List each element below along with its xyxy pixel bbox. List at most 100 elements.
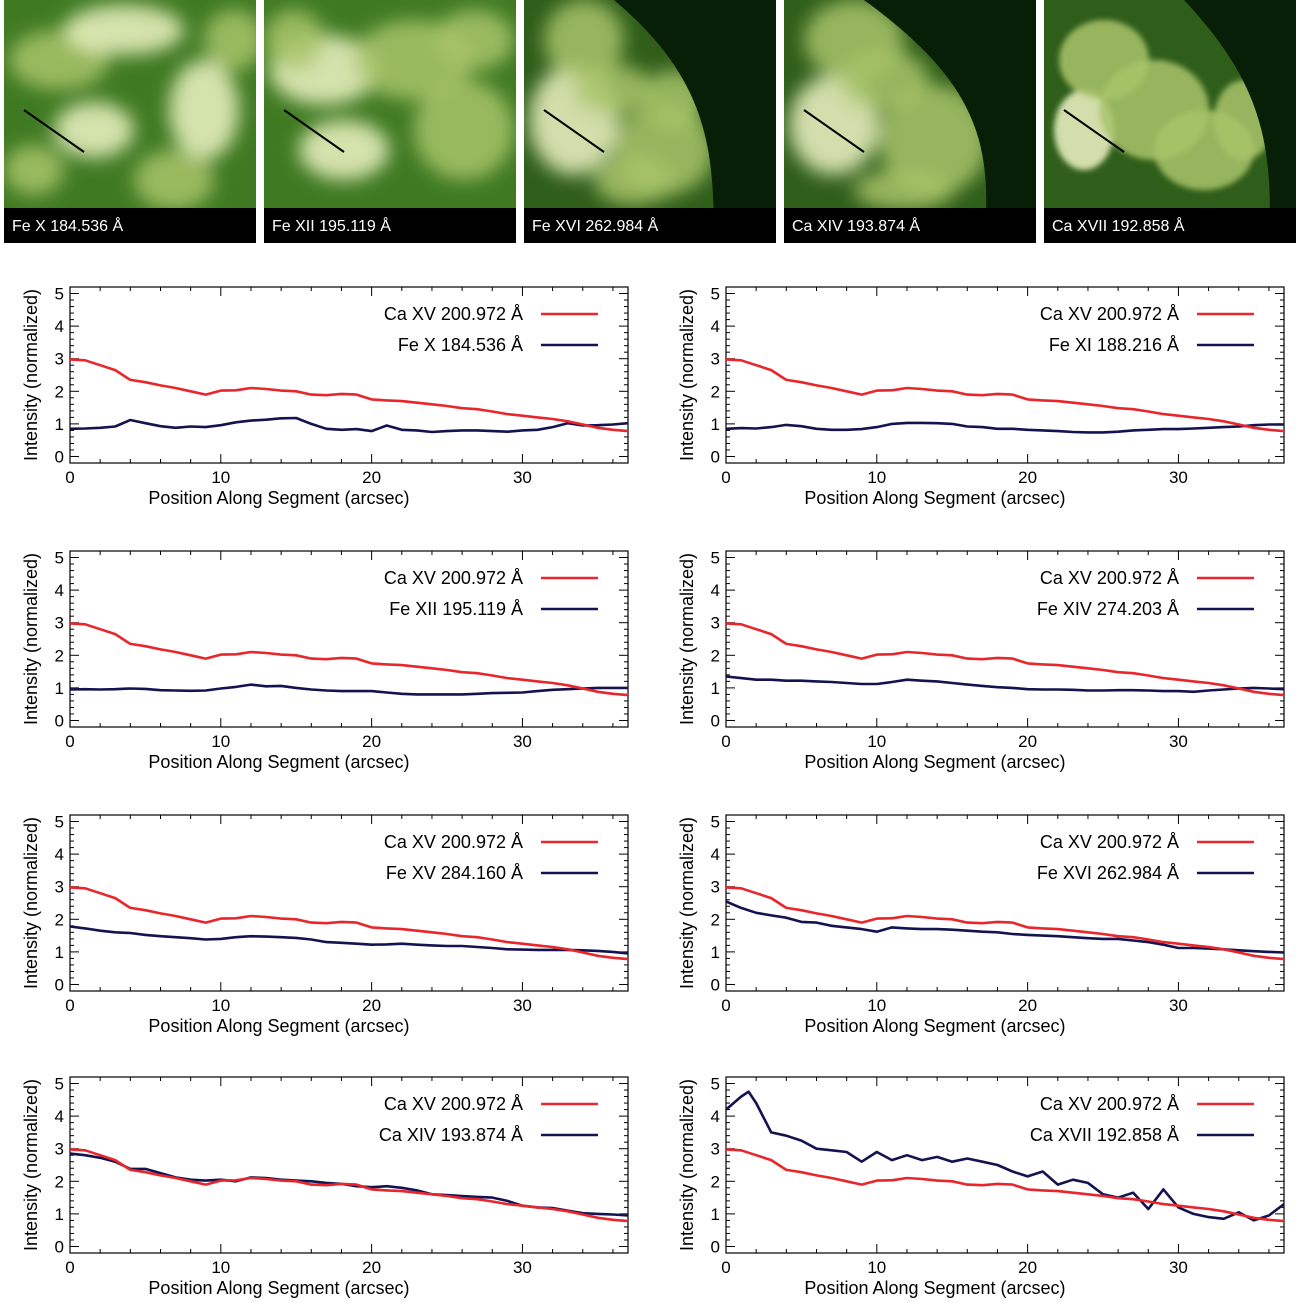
x-axis-label: Position Along Segment (arcsec) [148,488,409,508]
emission-blob [4,145,64,195]
image-panel: Fe XVI 262.984 Å [524,0,776,243]
y-tick-label: 5 [711,1075,720,1094]
y-tick-label: 1 [711,1205,720,1224]
emission-blob [169,60,239,160]
y-tick-label: 3 [55,878,64,897]
y-tick-label: 3 [55,614,64,633]
x-tick-label: 30 [1169,468,1188,487]
image-panel: Ca XVII 192.858 Å [1044,0,1296,243]
y-tick-label: 3 [711,350,720,369]
y-axis-label: Intensity (normalized) [21,1079,41,1251]
y-tick-label: 4 [55,1107,64,1126]
y-tick-label: 1 [55,415,64,434]
legend-label: Ca XVII 192.858 Å [1030,1125,1179,1145]
x-tick-label: 0 [65,1258,74,1277]
line-chart: 0 10 20 30 0 1 2 3 4 5 Position Along Segment (arc… [677,285,1284,508]
line-chart: 0 10 20 30 0 1 2 3 4 5 Position Along Segment (arc… [21,813,628,1036]
y-tick-label: 2 [711,382,720,401]
y-tick-label: 2 [711,1172,720,1191]
x-tick-label: 20 [1018,1258,1037,1277]
y-tick-label: 0 [55,975,64,994]
y-tick-label: 0 [711,1237,720,1256]
y-tick-label: 1 [711,943,720,962]
image-row: Fe X 184.536 Å Fe XII 195.119 Å Fe XVI 262… [4,0,1296,243]
line-chart: 0 10 20 30 0 1 2 3 4 5 Position Along Segment (arc… [677,813,1284,1036]
legend-label: Ca XV 200.972 Å [1040,304,1179,324]
legend-label: Fe XV 284.160 Å [386,863,523,883]
y-tick-label: 4 [55,317,64,336]
y-axis-label: Intensity (normalized) [677,817,697,989]
y-tick-label: 5 [55,549,64,568]
x-tick-label: 10 [211,996,230,1015]
y-tick-label: 4 [711,317,720,336]
y-axis-label: Intensity (normalized) [21,817,41,989]
y-tick-label: 0 [711,975,720,994]
x-tick-label: 20 [1018,996,1037,1015]
x-tick-label: 0 [721,996,730,1015]
x-tick-label: 30 [1169,1258,1188,1277]
x-tick-label: 30 [513,468,532,487]
series-line-primary [70,623,628,695]
legend-label: Ca XIV 193.874 Å [379,1125,523,1145]
y-tick-label: 4 [711,581,720,600]
series-line-primary [726,1149,1284,1221]
legend-label: Ca XV 200.972 Å [384,304,523,324]
x-tick-label: 30 [513,996,532,1015]
y-tick-label: 1 [55,1205,64,1224]
series-line-primary [70,887,628,959]
series-group [70,1149,628,1221]
x-axis-label: Position Along Segment (arcsec) [148,1278,409,1298]
x-tick-label: 30 [513,732,532,751]
image-label: Fe X 184.536 Å [12,216,124,235]
x-tick-label: 0 [721,468,730,487]
legend-label: Ca XV 200.972 Å [384,568,523,588]
y-tick-label: 4 [711,845,720,864]
image-panel: Ca XIV 193.874 Å [784,0,1036,243]
line-chart: 0 10 20 30 0 1 2 3 4 5 Position Along Segment (arc… [21,549,628,772]
y-tick-label: 4 [711,1107,720,1126]
line-chart: 0 10 20 30 0 1 2 3 4 5 Position Along Segment (arc… [677,549,1284,772]
y-tick-label: 0 [55,447,64,466]
y-tick-label: 0 [711,447,720,466]
series-group [726,623,1284,695]
y-axis-label: Intensity (normalized) [21,289,41,461]
legend-label: Ca XV 200.972 Å [384,1094,523,1114]
x-tick-label: 10 [867,468,886,487]
legend-label: Fe XVI 262.984 Å [1037,863,1179,883]
series-line-primary [726,623,1284,695]
x-tick-label: 20 [362,996,381,1015]
y-tick-label: 0 [711,711,720,730]
image-label: Ca XVII 192.858 Å [1052,216,1185,235]
emission-blob [204,10,264,70]
legend-label: Ca XV 200.972 Å [384,832,523,852]
image-label: Ca XIV 193.874 Å [792,216,920,235]
legend-label: Fe XII 195.119 Å [389,599,523,619]
y-tick-label: 2 [55,382,64,401]
x-tick-label: 0 [65,996,74,1015]
emission-blob [1059,20,1149,100]
y-tick-label: 5 [711,813,720,832]
series-group [70,887,628,959]
series-line-comparison [726,677,1284,692]
emission-blob [54,102,134,158]
series-group [70,623,628,695]
image-label: Fe XII 195.119 Å [272,216,391,235]
emission-blob [854,170,954,210]
x-axis-label: Position Along Segment (arcsec) [804,752,1065,772]
legend-label: Fe XI 188.216 Å [1049,335,1179,355]
legend-label: Ca XV 200.972 Å [1040,568,1179,588]
y-tick-label: 0 [55,711,64,730]
series-line-comparison [70,927,628,954]
line-chart: 0 10 20 30 0 1 2 3 4 5 Position Along Segment (arc… [21,1075,628,1298]
line-chart: 0 10 20 30 0 1 2 3 4 5 Position Along Segment (arc… [21,285,628,508]
x-axis-label: Position Along Segment (arcsec) [148,752,409,772]
y-tick-label: 1 [711,415,720,434]
x-tick-label: 30 [1169,996,1188,1015]
y-tick-label: 5 [55,813,64,832]
series-group [70,359,628,432]
x-axis-label: Position Along Segment (arcsec) [804,1278,1065,1298]
y-tick-label: 5 [55,1075,64,1094]
series-line-comparison [70,418,628,432]
